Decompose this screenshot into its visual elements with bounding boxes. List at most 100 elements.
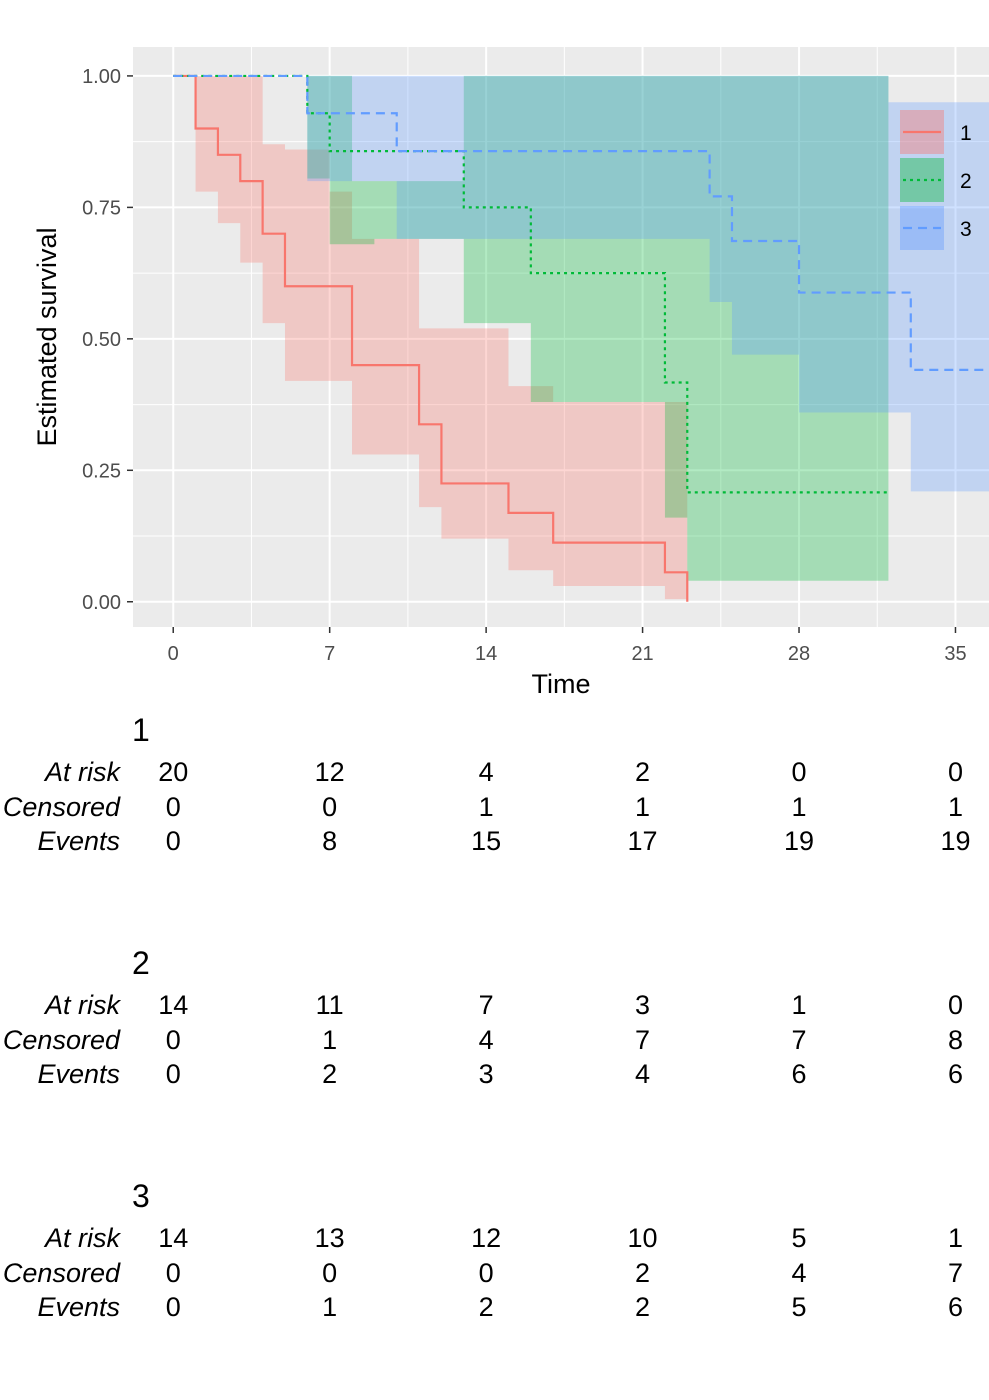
survival-line-1	[173, 74, 689, 602]
risk-table-cell: 6	[947, 1059, 963, 1089]
risk-table-title: 1	[132, 712, 150, 748]
risk-table-cell: 20	[158, 757, 189, 787]
risk-table-cell: 4	[478, 1024, 494, 1055]
risk-row-label: Censored	[2, 791, 120, 822]
risk-table-cell: 12	[471, 1223, 502, 1253]
risk-table-cell: 0	[947, 990, 963, 1020]
risk-row-label: Events	[37, 1059, 120, 1089]
risk-table-cell: 12	[314, 757, 345, 787]
legend-key-2: 2	[900, 158, 972, 202]
risk-row-label: At risk	[44, 757, 120, 787]
x-tick-label: 35	[944, 643, 966, 665]
risk-table-cell: 0	[165, 1292, 181, 1322]
risk-table-cell: 15	[471, 826, 502, 856]
risk-table-cell: 0	[322, 791, 338, 822]
risk-table-cell: 1	[791, 990, 807, 1020]
risk-table-cell: 1	[791, 791, 807, 822]
risk-table-cell: 2	[635, 1292, 651, 1322]
confidence-band-1	[173, 75, 688, 600]
risk-table-cell: 14	[158, 990, 189, 1020]
risk-table-cell: 14	[158, 1223, 189, 1253]
x-tick-label: 28	[788, 643, 810, 665]
confidence-band-2	[173, 75, 889, 581]
risk-table-cell: 1	[322, 1292, 338, 1322]
risk-table-title: 2	[132, 945, 150, 981]
axes: 0 7 14 21 28 35 0.00 0.25 0.50 0.75 1.00	[82, 66, 967, 665]
survival-chart: 0 7 14 21 28 350.000.250.500.751.00 123 Time …	[32, 47, 989, 699]
risk-row-label: Censored	[2, 1257, 120, 1288]
risk-table-cell: 1	[947, 1223, 963, 1253]
risk-row-label: At risk	[44, 990, 120, 1020]
risk-table-cell: 0	[947, 757, 963, 787]
grid-lines	[133, 47, 989, 627]
x-tick-label: 14	[475, 643, 497, 665]
risk-table-cell: 8	[322, 826, 338, 856]
risk-table-cell: 6	[947, 1292, 963, 1322]
risk-table-cell: 1	[947, 791, 963, 822]
risk-table-cell: 0	[165, 791, 181, 822]
risk-table-cell: 0	[165, 1059, 181, 1089]
risk-row-label: Events	[37, 1292, 120, 1322]
risk-table-cell: 2	[322, 1059, 338, 1089]
risk-table-cell: 19	[940, 826, 971, 856]
y-tick-label: 0.25	[82, 460, 121, 482]
risk-table-cell: 7	[635, 1024, 651, 1055]
risk-table-cell: 4	[635, 1059, 651, 1089]
y-tick-label: 0.00	[82, 592, 121, 614]
risk-table-cell: 0	[478, 1257, 494, 1288]
risk-table-cell: 7	[947, 1257, 963, 1288]
risk-table-cell: 17	[627, 826, 658, 856]
survival-line-3	[173, 74, 989, 371]
y-tick-label: 0.50	[82, 329, 121, 351]
risk-row-label: Events	[37, 826, 120, 856]
legend-key-1: 1	[900, 110, 972, 154]
legend: 1 2 3	[900, 110, 972, 250]
risk-table-cell: 0	[165, 826, 181, 856]
risk-table-cell: 7	[791, 1024, 807, 1055]
risk-table-cell: 0	[165, 1257, 181, 1288]
risk-table-cell: 1	[322, 1024, 338, 1055]
risk-table-cell: 0	[791, 757, 807, 787]
risk-table-cell: 10	[627, 1223, 658, 1253]
x-tick-label: 21	[631, 643, 653, 665]
y-axis-title: Estimated survival	[32, 227, 62, 446]
y-tick-label: 1.00	[82, 66, 121, 88]
risk-table-cell: 13	[314, 1223, 345, 1253]
risk-table-cell: 0	[322, 1257, 338, 1288]
survival-line-2	[173, 74, 889, 494]
risk-table-cell: 3	[478, 1059, 494, 1089]
risk-table-cell: 1	[478, 791, 494, 822]
risk-table-cell: 2	[635, 757, 651, 787]
legend-label: 3	[960, 218, 972, 241]
risk-row-label: Censored	[2, 1024, 120, 1055]
risk-table-cell: 7	[478, 990, 494, 1020]
x-tick-label: 0	[168, 643, 179, 665]
risk-table-cell: 5	[791, 1223, 807, 1253]
legend-label: 2	[960, 170, 972, 193]
x-tick-label: 7	[324, 643, 335, 665]
risk-table-cell: 2	[478, 1292, 494, 1322]
risk-table-cell: 19	[783, 826, 815, 856]
risk-table-cell: 4	[478, 757, 494, 787]
y-tick-label: 0.75	[82, 197, 121, 219]
risk-table-cell: 5	[791, 1292, 807, 1322]
confidence-band-3	[173, 75, 989, 492]
x-axis-title: Time	[532, 669, 591, 699]
legend-label: 1	[960, 122, 972, 145]
risk-table-cell: 6	[791, 1059, 807, 1089]
risk-table-cell: 1	[635, 791, 651, 822]
risk-table-cell: 8	[947, 1024, 963, 1055]
risk-row-label: At risk	[44, 1223, 120, 1253]
risk-table-cell: 0	[165, 1024, 181, 1055]
legend-swatch	[900, 158, 944, 202]
risk-table-cell: 11	[315, 990, 344, 1020]
survival-lines	[173, 74, 989, 602]
risk-table-cell: 3	[635, 990, 651, 1020]
plot-panel	[133, 47, 989, 627]
legend-key-3: 3	[900, 206, 972, 250]
risk-table-cell: 2	[635, 1257, 651, 1288]
risk-table-title: 3	[132, 1178, 150, 1214]
risk-table-cell: 4	[791, 1257, 807, 1288]
confidence-bands	[173, 75, 989, 600]
